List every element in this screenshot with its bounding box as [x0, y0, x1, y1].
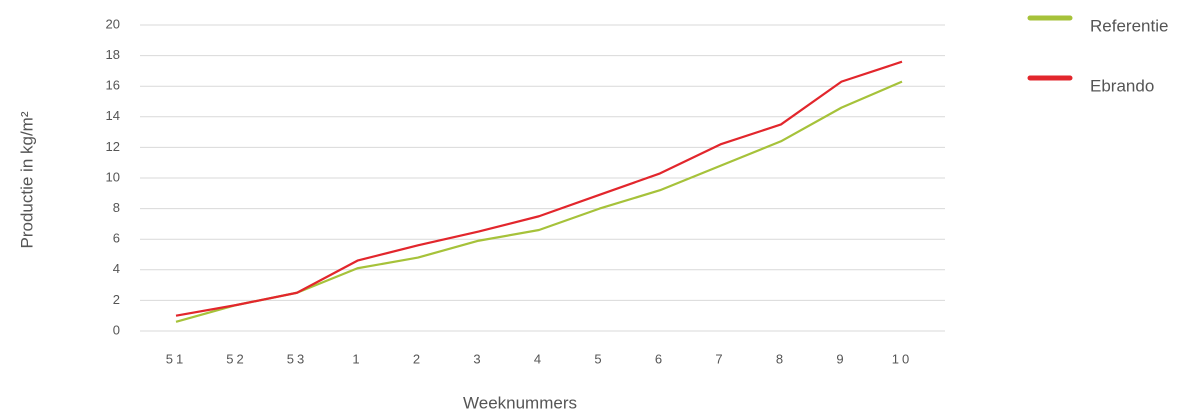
y-tick-label: 10 — [106, 169, 120, 184]
x-tick-label: 52 — [226, 351, 246, 366]
x-tick-label: 5 — [594, 351, 604, 366]
y-tick-label: 12 — [106, 139, 120, 154]
x-axis-label: Weeknummers — [463, 393, 577, 412]
y-tick-label: 2 — [113, 292, 120, 307]
x-tick-label: 51 — [166, 351, 186, 366]
y-tick-label: 14 — [106, 108, 120, 123]
y-tick-label: 8 — [113, 200, 120, 215]
line-series — [175, 80, 903, 323]
x-tick-label: 2 — [413, 351, 423, 366]
x-tick-label: 1 — [352, 351, 362, 366]
x-tick-label: 3 — [473, 351, 483, 366]
x-tick-label: 6 — [655, 351, 665, 366]
x-tick-label: 4 — [534, 351, 544, 366]
x-tick-label: 9 — [836, 351, 846, 366]
x-tick-label: 10 — [892, 351, 912, 366]
x-tick-label: 8 — [776, 351, 786, 366]
y-tick-label: 6 — [113, 231, 120, 246]
legend-label: Ebrando — [1090, 76, 1154, 95]
y-tick-label: 4 — [113, 261, 120, 276]
line-series — [175, 60, 903, 317]
x-tick-label: 53 — [287, 351, 307, 366]
y-tick-label: 0 — [113, 322, 120, 337]
legend-label: Referentie — [1090, 16, 1168, 35]
y-tick-label: 16 — [106, 78, 120, 93]
y-axis-label: Productie in kg/m² — [17, 111, 36, 248]
y-tick-label: 20 — [106, 16, 120, 31]
x-tick-label: 7 — [715, 351, 725, 366]
y-tick-label: 18 — [106, 47, 120, 62]
